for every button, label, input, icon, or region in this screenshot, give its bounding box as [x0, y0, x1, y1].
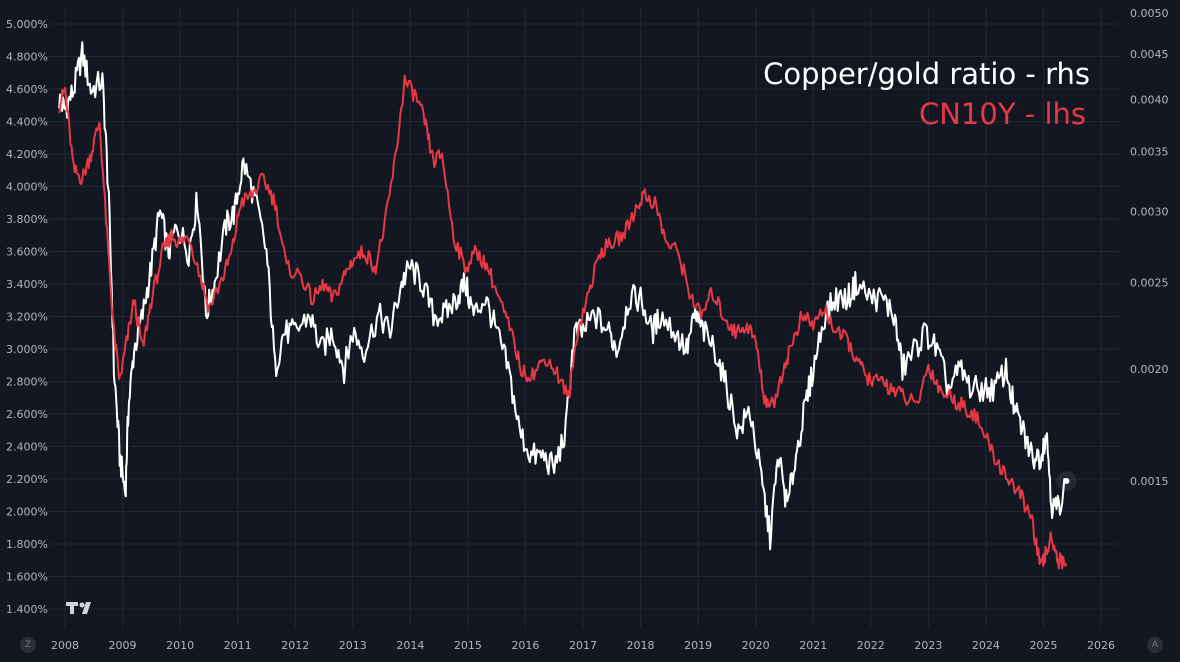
right-tick-label: 0.0035: [1130, 146, 1169, 159]
left-tick-label: 2.600%: [6, 408, 48, 421]
left-tick-label: 4.200%: [6, 148, 48, 161]
left-tick-label: 4.800%: [6, 51, 48, 64]
left-tick-label: 3.600%: [6, 246, 48, 259]
right-tick-label: 0.0045: [1130, 48, 1169, 61]
right-tick-label: 0.0040: [1130, 94, 1169, 107]
x-tick-label: 2016: [511, 639, 539, 652]
x-tick-label: 2008: [51, 639, 79, 652]
left-tick-label: 5.000%: [6, 18, 48, 31]
right-tick-label: 0.0020: [1130, 363, 1169, 376]
right-axis: 0.0015 0.0020 0.0025 0.0030 0.0035 0.0040 0.00…: [1130, 7, 1169, 488]
legend-rhs-label: Copper/gold ratio - rhs: [763, 57, 1090, 91]
left-tick-label: 3.000%: [6, 343, 48, 356]
x-tick-label: 2009: [109, 639, 137, 652]
left-tick-label: 2.800%: [6, 376, 48, 389]
x-tick-label: 2024: [972, 639, 1000, 652]
x-tick-label: 2010: [166, 639, 194, 652]
legend-lhs-label: CN10Y - lhs: [919, 97, 1086, 131]
x-tick-label: 2011: [224, 639, 252, 652]
x-tick-label: 2020: [742, 639, 770, 652]
left-tick-label: 4.000%: [6, 181, 48, 194]
x-tick-label: 2013: [339, 639, 367, 652]
x-tick-label: 2018: [627, 639, 655, 652]
series-layer: [58, 41, 1077, 570]
series-line-copper-gold: [58, 41, 1067, 551]
left-tick-label: 1.600%: [6, 571, 48, 584]
right-tick-label: 0.0025: [1130, 276, 1169, 289]
last-point-marker: [1063, 478, 1070, 484]
left-tick-label: 3.200%: [6, 311, 48, 324]
x-tick-label: 2025: [1029, 639, 1057, 652]
x-tick-label: 2023: [914, 639, 942, 652]
x-tick-label: 2017: [569, 639, 597, 652]
left-axis: 1.400% 1.600% 1.800% 2.000% 2.200% 2.400% 2.60…: [6, 18, 48, 616]
series-line-cn10y: [58, 74, 1068, 570]
left-tick-label: 3.800%: [6, 213, 48, 226]
x-tick-label: 2014: [396, 639, 424, 652]
x-tick-label: 2022: [857, 639, 885, 652]
x-tick-label: 2021: [799, 639, 827, 652]
x-axis: 2008 2009 2010 2011 2012 2013 2014 2015 2016 2017…: [51, 639, 1115, 652]
x-tick-label: 2026: [1087, 639, 1115, 652]
left-tick-label: 4.400%: [6, 116, 48, 129]
right-tick-label: 0.0030: [1130, 206, 1169, 219]
x-tick-label: 2012: [281, 639, 309, 652]
left-tick-label: 4.600%: [6, 83, 48, 96]
tradingview-logo-icon[interactable]: [66, 602, 91, 614]
x-tick-label: 2015: [454, 639, 482, 652]
x-tick-label: 2019: [684, 639, 712, 652]
left-tick-label: 1.800%: [6, 538, 48, 551]
left-tick-label: 2.200%: [6, 473, 48, 486]
left-tick-label: 3.400%: [6, 278, 48, 291]
right-tick-label: 0.0015: [1130, 475, 1169, 488]
auto-scale-button[interactable]: A: [1147, 637, 1163, 653]
left-tick-label: 2.400%: [6, 441, 48, 454]
left-tick-label: 1.400%: [6, 603, 48, 616]
right-tick-label: 0.0050: [1130, 7, 1169, 20]
zoom-button[interactable]: Z: [20, 637, 36, 653]
left-tick-label: 2.000%: [6, 506, 48, 519]
